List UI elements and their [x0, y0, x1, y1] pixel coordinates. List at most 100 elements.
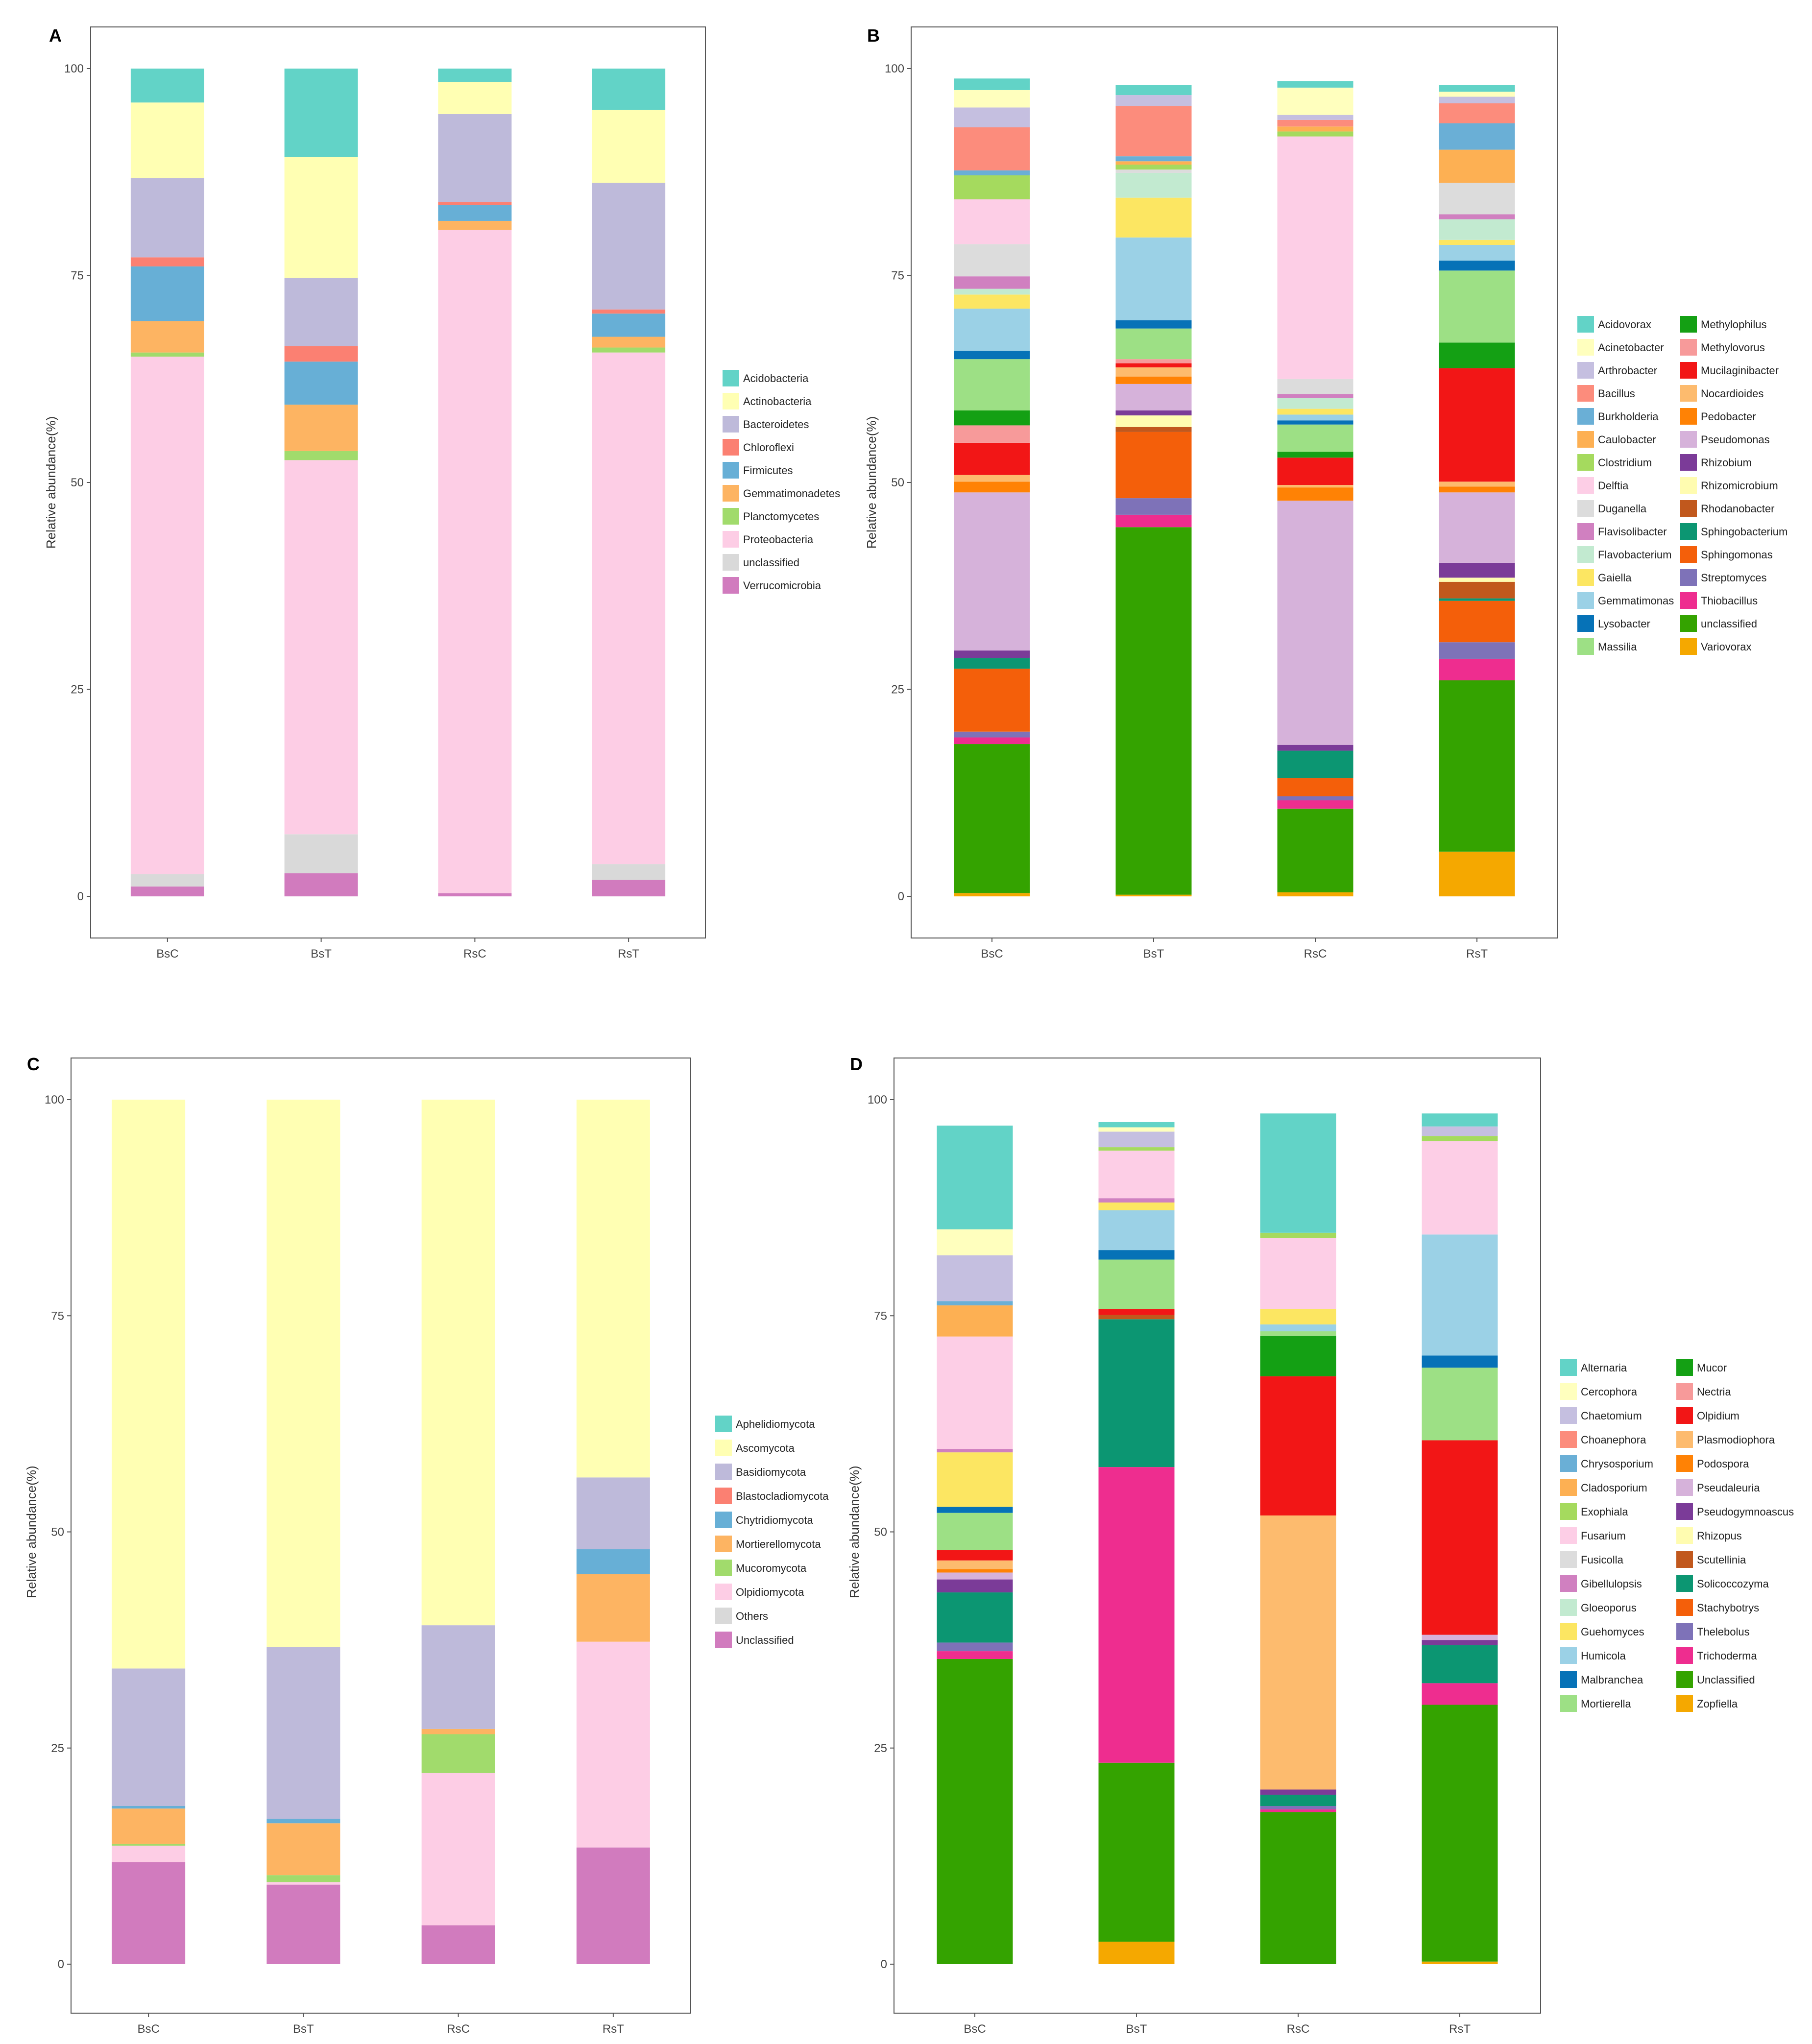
bar-segment-methylophilus: [1439, 342, 1515, 368]
legend-label-streptomyces: Streptomyces: [1701, 572, 1767, 584]
legend-swatch-solicoccozyma: [1676, 1575, 1693, 1592]
bar-segment-trichoderma: [1260, 1809, 1336, 1812]
bar-segment-sphingomonas: [954, 669, 1030, 732]
legend-swatch-alternaria: [1560, 1359, 1577, 1376]
legend-swatch-arthrobacter: [1577, 362, 1594, 379]
bar-segment-rhizobium: [1439, 562, 1515, 578]
legend-label-pseudogymnoascus: Pseudogymnoascus: [1697, 1506, 1794, 1518]
legend-label-unclassified: unclassified: [743, 556, 799, 569]
legend-swatch-choanephora: [1560, 1431, 1577, 1448]
legend-label-caulobacter: Caulobacter: [1598, 433, 1656, 446]
bar-segment-chytridiomycota: [576, 1549, 650, 1574]
bar-segment-massilia: [1277, 424, 1353, 452]
legend-label-sphingobacterium: Sphingobacterium: [1701, 526, 1788, 538]
legend-swatch-mortierellomycota: [715, 1536, 732, 1552]
bar-stack-bst: [1098, 1122, 1175, 1964]
legend-label-chloroflexi: Chloroflexi: [743, 441, 794, 454]
bar-segment-actinobacteria: [438, 82, 512, 114]
bar-segment-duganella: [1115, 169, 1192, 173]
legend-label-exophiala: Exophiala: [1581, 1506, 1628, 1518]
legend-swatch-fusarium: [1560, 1527, 1577, 1544]
bar-segment-nocardioides: [954, 475, 1030, 482]
legend-label-gaiella: Gaiella: [1598, 572, 1632, 584]
bar-segment-acinetobacter: [1277, 87, 1353, 115]
y-axis-label: Relative abundance(%): [44, 416, 58, 549]
bar-segment-proteobacteria: [284, 460, 358, 835]
bar-segment-rhizomicrobium: [1439, 577, 1515, 582]
legend-swatch-pseudomonas: [1680, 431, 1697, 448]
bar-segment-unclassified: [592, 864, 666, 880]
legend-label-blastocladiomycota: Blastocladiomycota: [736, 1490, 829, 1502]
bar-segment-streptomyces: [1439, 642, 1515, 659]
legend-label-planctomycetes: Planctomycetes: [743, 510, 819, 523]
legend-swatch-caulobacter: [1577, 431, 1594, 448]
bar-segment-gemmatimonas: [1439, 244, 1515, 261]
bar-segment-unclassified: [1422, 1705, 1498, 1962]
y-tick-label: 0: [58, 1958, 64, 1971]
bar-segment-unclassified: [421, 1925, 495, 1964]
legend-label-flavobacterium: Flavobacterium: [1598, 549, 1671, 561]
bar-segment-acidovorax: [954, 78, 1030, 90]
legend-swatch-trichoderma: [1676, 1647, 1693, 1664]
y-tick-label: 100: [868, 1093, 887, 1106]
bar-segment-flavobacterium: [1439, 219, 1515, 240]
legend-label-basidiomycota: Basidiomycota: [736, 1466, 806, 1478]
legend-label-chaetomium: Chaetomium: [1581, 1410, 1642, 1422]
legend-label-arthrobacter: Arthrobacter: [1598, 364, 1657, 377]
y-axis-label: Relative abundance(%): [24, 1466, 39, 1598]
legend-swatch-chaetomium: [1560, 1407, 1577, 1424]
bar-segment-actinobacteria: [592, 110, 666, 183]
legend-label-sphingomonas: Sphingomonas: [1701, 549, 1773, 561]
legend-swatch-cladosporium: [1560, 1479, 1577, 1496]
bar-segment-burkholderia: [1115, 156, 1192, 162]
legend-swatch-olpidium: [1676, 1407, 1693, 1424]
bar-segment-clostridium: [1115, 165, 1192, 170]
legend-swatch-stachybotrys: [1676, 1599, 1693, 1616]
legend-label-thiobacillus: Thiobacillus: [1701, 595, 1758, 607]
bar-segment-lysobacter: [1439, 261, 1515, 271]
bar-segment-mortierellomycota: [266, 1823, 340, 1876]
bar-segment-trichoderma: [1098, 1467, 1175, 1763]
bar-segment-sphingobacterium: [1277, 750, 1353, 778]
legend-swatch-unclassified: [1676, 1671, 1693, 1688]
legend-label-choanephora: Choanephora: [1581, 1434, 1646, 1446]
legend-label-rhizomicrobium: Rhizomicrobium: [1701, 480, 1778, 492]
legend-swatch-verrucomicrobia: [723, 577, 739, 594]
panel-b: B 0 25 50 75 100 Relative abundance(%) BsC BsT Rs…: [864, 25, 1788, 961]
bar-segment-unclassified: [1277, 808, 1353, 892]
panel-letter: C: [27, 1054, 40, 1074]
panel-d: D 0 25 50 75 100 Relative abundance(%) BsC BsT Rs…: [847, 1054, 1794, 2036]
legend-swatch-duganella: [1577, 500, 1594, 517]
legend-swatch-gemmatimonas: [1577, 592, 1594, 609]
bar-segment-gemmatimonadetes: [592, 337, 666, 348]
legend-swatch-streptomyces: [1680, 569, 1697, 586]
y-tick-label: 25: [874, 1742, 887, 1755]
bar-segment-cercophora: [1098, 1127, 1175, 1132]
legend-label-methylovorus: Methylovorus: [1701, 341, 1765, 354]
bar-segment-streptomyces: [954, 731, 1030, 738]
legend-label-scutellinia: Scutellinia: [1697, 1554, 1746, 1566]
legend-label-podospora: Podospora: [1697, 1458, 1749, 1470]
bar-segment-duganella: [954, 244, 1030, 277]
legend-swatch-variovorax: [1680, 638, 1697, 655]
bar-stack-rsc: [1277, 81, 1353, 896]
legend-label-gibellulopsis: Gibellulopsis: [1581, 1578, 1642, 1590]
bar-segment-flavobacterium: [1115, 172, 1192, 198]
bar-segment-alternaria: [937, 1125, 1013, 1229]
y-tick-label: 75: [874, 1309, 887, 1323]
legend-label-pseudomonas: Pseudomonas: [1701, 433, 1770, 446]
bar-segment-fusarium: [937, 1336, 1013, 1449]
bar-segment-chloroflexi: [130, 257, 204, 266]
legend-swatch-plasmodiophora: [1676, 1431, 1693, 1448]
bar-segment-gemmatimonadetes: [130, 321, 204, 353]
bar-segment-pseudomonas: [1439, 492, 1515, 563]
bar-segment-pseudogymnoascus: [937, 1579, 1013, 1593]
bar-segment-arthrobacter: [1277, 115, 1353, 120]
bar-segment-chytridiomycota: [112, 1806, 186, 1809]
legend-label-bacillus: Bacillus: [1598, 387, 1635, 400]
legend-swatch-scutellinia: [1676, 1551, 1693, 1568]
bar-stack-bsc: [937, 1125, 1013, 1964]
bar-segment-unclassified: [1098, 1762, 1175, 1942]
legend-label-mucor: Mucor: [1697, 1362, 1727, 1374]
